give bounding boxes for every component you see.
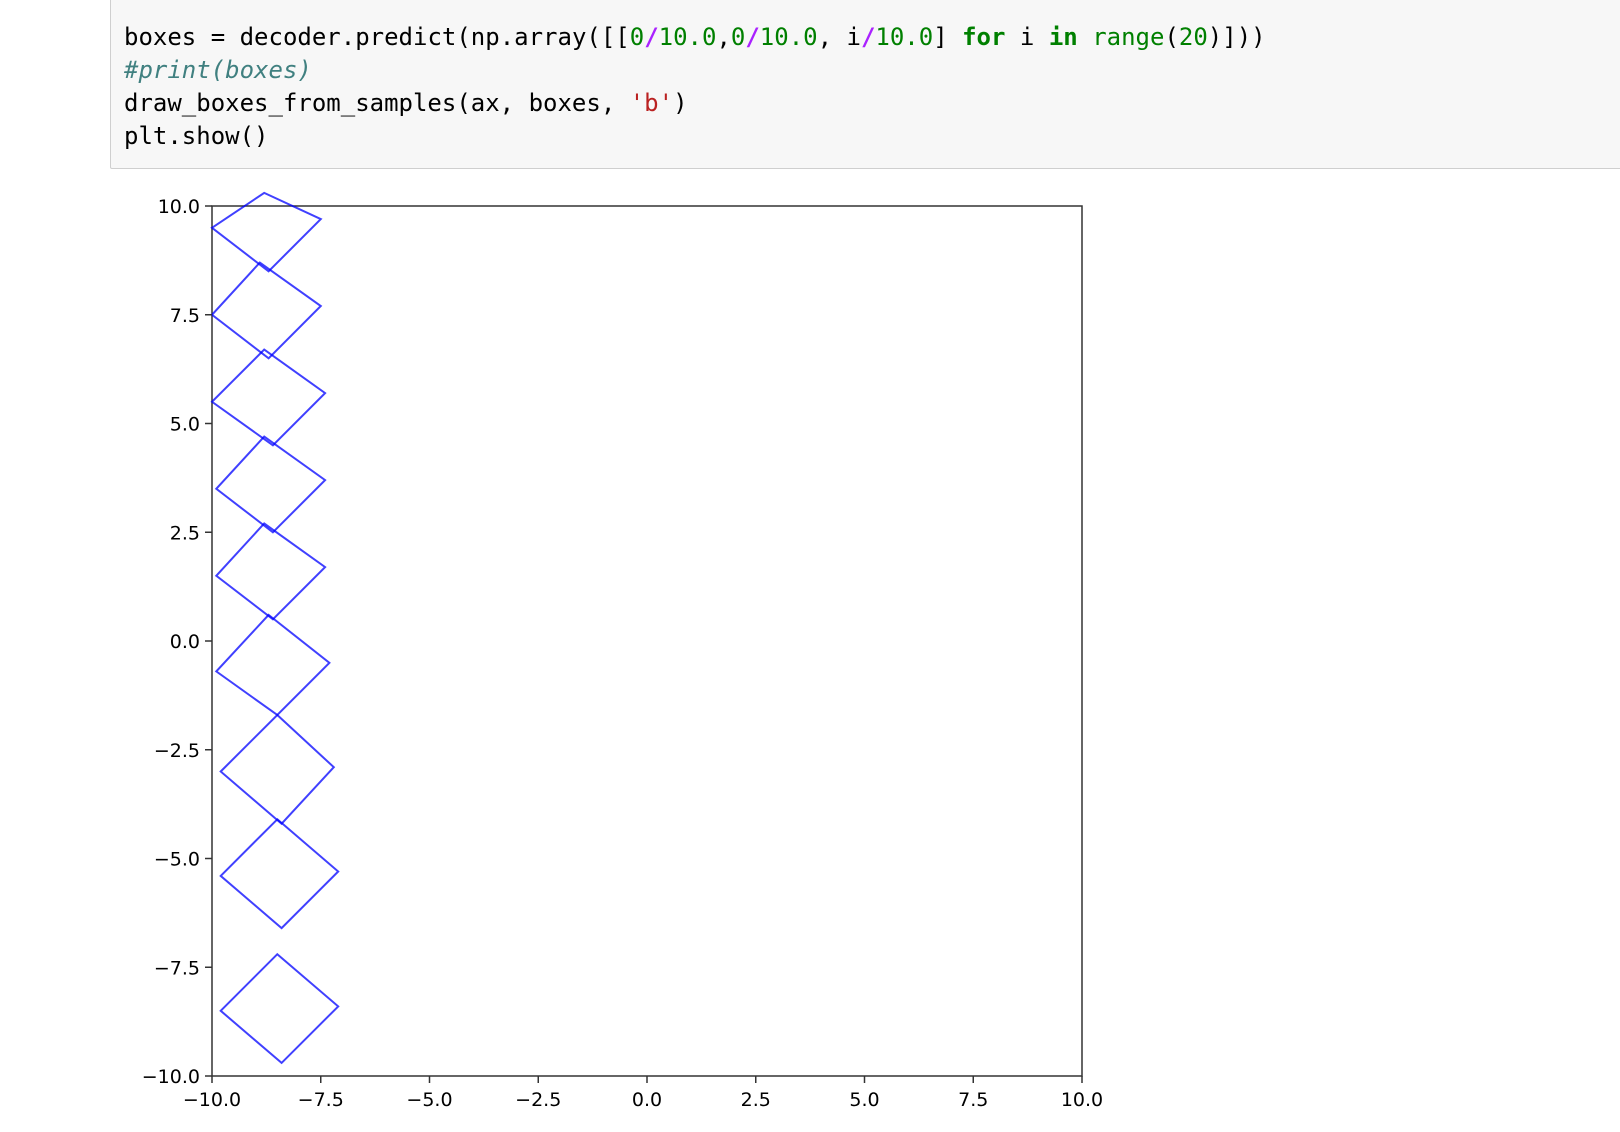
code-token: , i bbox=[817, 23, 861, 51]
code-cell[interactable]: boxes = decoder.predict(np.array([[0/10.… bbox=[110, 0, 1620, 169]
y-tick-label: 0.0 bbox=[170, 631, 200, 653]
code-token: , bbox=[716, 23, 731, 51]
code-token: = bbox=[210, 23, 226, 51]
code-token: 10.0 bbox=[658, 23, 717, 51]
code-token: decoder.predict(np.array([[ bbox=[225, 23, 630, 51]
code-token: range bbox=[1092, 23, 1165, 51]
y-tick-label: 5.0 bbox=[170, 414, 200, 436]
code-token: i bbox=[1005, 23, 1049, 51]
code-token: 20 bbox=[1178, 23, 1208, 51]
y-tick-label: −10.0 bbox=[142, 1066, 200, 1088]
plot-figure: −10.0 −7.5 −5.0 −2.5 0.0 2.5 5.0 7.5 10.0 10.0 7.5… bbox=[142, 191, 1103, 1111]
code-token: draw_boxes_from_samples(ax, boxes, bbox=[124, 89, 630, 117]
y-tick-label: 2.5 bbox=[170, 522, 200, 544]
code-token: 10.0 bbox=[875, 23, 934, 51]
code-token: in bbox=[1048, 23, 1078, 51]
boxes-layer bbox=[210, 191, 340, 1065]
plot-area-frame bbox=[211, 205, 1083, 1077]
code-token: #print(boxes) bbox=[124, 56, 312, 84]
code-token: 0 bbox=[629, 23, 645, 51]
code-token: ( bbox=[1164, 23, 1179, 51]
box-3 bbox=[210, 348, 327, 447]
code-token: / bbox=[644, 23, 659, 51]
x-tick-label: −2.5 bbox=[515, 1089, 561, 1111]
code-token: plt.show() bbox=[124, 122, 269, 150]
code-line-2: #print(boxes) bbox=[124, 53, 312, 87]
code-token: 'b' bbox=[629, 89, 674, 117]
code-token: for bbox=[962, 23, 1006, 51]
x-tick-label: 0.0 bbox=[632, 1089, 662, 1111]
code-token bbox=[1078, 23, 1092, 51]
box-4 bbox=[214, 435, 327, 534]
x-tick-label: −10.0 bbox=[183, 1089, 241, 1111]
code-token: boxes bbox=[124, 23, 211, 51]
code-token: ) bbox=[673, 89, 688, 117]
code-token: / bbox=[860, 23, 876, 51]
box-1 bbox=[210, 191, 323, 273]
code-line-4: plt.show() bbox=[124, 119, 269, 153]
code-token: )])) bbox=[1207, 23, 1266, 51]
box-2 bbox=[210, 261, 323, 360]
x-tick-label: −7.5 bbox=[298, 1089, 344, 1111]
box-8 bbox=[219, 817, 340, 930]
code-token: ] bbox=[933, 23, 963, 51]
x-tick-label: 7.5 bbox=[958, 1089, 988, 1111]
x-tick-label: 5.0 bbox=[849, 1089, 879, 1111]
y-tick-label: 7.5 bbox=[170, 305, 200, 327]
y-tick-label: −7.5 bbox=[154, 957, 200, 979]
x-tick-label: −5.0 bbox=[406, 1089, 452, 1111]
y-tick-label: −2.5 bbox=[154, 740, 200, 762]
ticks-layer: −10.0 −7.5 −5.0 −2.5 0.0 2.5 5.0 7.5 10.0 10.0 7.5… bbox=[142, 196, 1103, 1111]
code-token: 10.0 bbox=[759, 23, 818, 51]
code-token: 0 bbox=[730, 23, 746, 51]
y-tick-label: −5.0 bbox=[154, 849, 200, 871]
code-token: / bbox=[745, 23, 760, 51]
code-line-1: boxes = decoder.predict(np.array([[0/10.… bbox=[124, 20, 1266, 54]
x-tick-label: 2.5 bbox=[741, 1089, 771, 1111]
y-tick-label: 10.0 bbox=[158, 196, 200, 218]
cell-output: −10.0 −7.5 −5.0 −2.5 0.0 2.5 5.0 7.5 10.0 10.0 7.5… bbox=[110, 175, 1210, 1125]
x-tick-label: 10.0 bbox=[1061, 1089, 1103, 1111]
box-9 bbox=[219, 952, 340, 1065]
code-line-3: draw_boxes_from_samples(ax, boxes, 'b') bbox=[124, 86, 688, 120]
